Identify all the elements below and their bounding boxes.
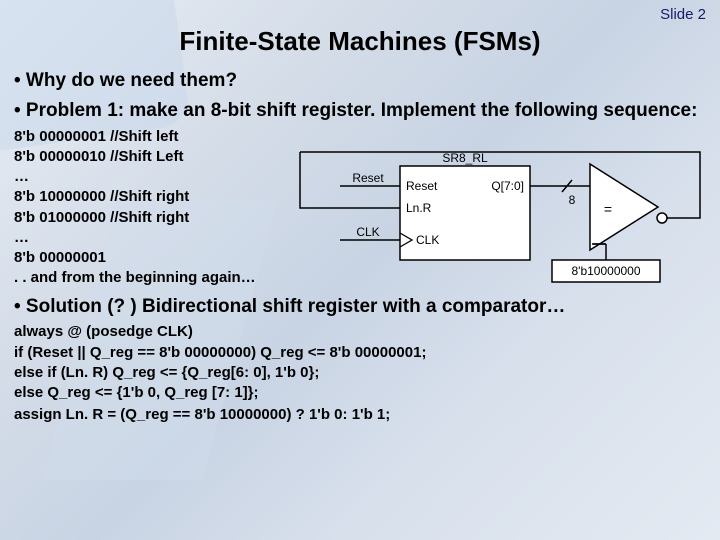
pin-q: Q[7:0] — [491, 179, 524, 193]
comparator-eq: = — [604, 201, 612, 217]
block-diagram: SR8_RL Reset Reset Ln.R CLK CLK Q[7:0] 8… — [290, 140, 710, 285]
code-line: if (Reset || Q_reg == 8'b 00000000) Q_re… — [14, 343, 706, 363]
pin-lnr: Ln.R — [406, 201, 432, 215]
pin-clk-ext: CLK — [356, 225, 379, 239]
code-line: else if (Ln. R) Q_reg <= {Q_reg[6: 0], 1… — [14, 363, 706, 383]
code-line: else Q_reg <= {1'b 0, Q_reg [7: 1]}; — [14, 383, 706, 403]
constant-label: 8'b10000000 — [571, 264, 640, 278]
code-line: always @ (posedge CLK) — [14, 322, 706, 342]
pin-reset-ext: Reset — [352, 171, 384, 185]
pin-reset-int: Reset — [406, 179, 438, 193]
page-title: Finite-State Machines (FSMs) — [14, 26, 706, 57]
code-line: assign Ln. R = (Q_reg == 8'b 10000000) ?… — [14, 405, 706, 425]
slide-number: Slide 2 — [660, 6, 706, 23]
bullet-why: • Why do we need them? — [14, 69, 706, 93]
bus-width: 8 — [569, 193, 576, 207]
pin-clk-int: CLK — [416, 233, 439, 247]
bullet-problem: • Problem 1: make an 8-bit shift registe… — [14, 99, 706, 123]
bullet-solution: • Solution (? ) Bidirectional shift regi… — [14, 295, 706, 319]
block-label: SR8_RL — [442, 151, 488, 165]
